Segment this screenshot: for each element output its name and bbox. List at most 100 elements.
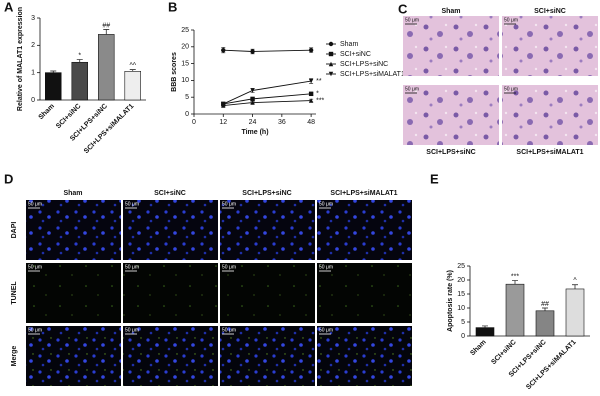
micrograph bbox=[26, 200, 121, 260]
x-tick-label: 12 bbox=[219, 119, 227, 126]
y-tick-label: 20 bbox=[181, 44, 189, 51]
x-tick-label: Sham bbox=[38, 103, 56, 121]
significance: * bbox=[78, 52, 81, 59]
y-tick-label: 0 bbox=[461, 333, 465, 340]
scale-bar-label: 50 μm bbox=[319, 201, 333, 207]
x-tick-label: 24 bbox=[249, 119, 257, 126]
y-tick-label: 25 bbox=[181, 27, 189, 34]
error-bar bbox=[512, 280, 518, 285]
bar bbox=[535, 310, 555, 337]
legend-label: SCI+siNC bbox=[340, 51, 371, 58]
micrograph bbox=[123, 200, 218, 260]
micrograph bbox=[123, 263, 218, 323]
scale-bar-label: 50 μm bbox=[504, 17, 518, 23]
micrograph bbox=[502, 85, 598, 145]
marker bbox=[221, 47, 226, 53]
significance: *** bbox=[511, 273, 519, 280]
x-tick-label: SCI+LPS+siMALAT1 bbox=[83, 103, 136, 156]
bar bbox=[505, 283, 525, 337]
line bbox=[223, 80, 312, 105]
scale-bar-label: 50 μm bbox=[222, 201, 236, 207]
error-bar bbox=[572, 284, 578, 289]
image-label: SCI+LPS+siNC bbox=[426, 149, 475, 156]
significance: ^ bbox=[573, 278, 577, 285]
column-label: SCI+LPS+siNC bbox=[242, 190, 291, 197]
y-axis-label: Apoptosis rate (%) bbox=[447, 270, 454, 332]
y-tick-label: 25 bbox=[457, 263, 465, 270]
error-bar bbox=[482, 325, 488, 328]
legend-marker bbox=[328, 61, 334, 67]
bar bbox=[98, 34, 115, 101]
panel-label: E bbox=[430, 171, 439, 186]
micrograph bbox=[220, 326, 315, 386]
scale-bar-label: 50 μm bbox=[319, 327, 333, 333]
micrograph bbox=[403, 16, 499, 76]
y-tick-label: 15 bbox=[457, 291, 465, 298]
marker bbox=[250, 88, 255, 93]
bar bbox=[565, 288, 585, 337]
micrograph bbox=[220, 263, 315, 323]
micrograph bbox=[403, 85, 499, 145]
row-label: Merge bbox=[11, 346, 18, 367]
y-axis-label: Relative of MALAT1 expression bbox=[17, 7, 24, 111]
image-label: SCI+siNC bbox=[534, 8, 566, 15]
y-tick-label: 10 bbox=[457, 305, 465, 312]
x-tick-label: SCI+siNC bbox=[55, 103, 82, 130]
scale-bar-label: 50 μm bbox=[504, 86, 518, 92]
marker bbox=[308, 98, 314, 103]
column-label: SCI+siNC bbox=[154, 190, 186, 197]
micrograph bbox=[502, 16, 598, 76]
micrograph bbox=[317, 263, 412, 323]
marker bbox=[308, 91, 314, 97]
scale-bar-label: 50 μm bbox=[405, 17, 419, 23]
scale-bar-label: 50 μm bbox=[222, 264, 236, 270]
column-label: SCI+LPS+siMALAT1 bbox=[330, 190, 397, 197]
micrograph bbox=[317, 326, 412, 386]
row-label: DAPI bbox=[11, 222, 18, 239]
scale-bar-label: 50 μm bbox=[405, 86, 419, 92]
legend-marker bbox=[328, 41, 334, 47]
y-tick-label: 10 bbox=[181, 77, 189, 84]
micrograph bbox=[317, 200, 412, 260]
y-axis-label: BBB scores bbox=[171, 52, 178, 92]
column-label: Sham bbox=[63, 190, 82, 197]
x-tick-label: 48 bbox=[307, 119, 315, 126]
scale-bar-label: 50 μm bbox=[28, 264, 42, 270]
scale-bar-label: 50 μm bbox=[28, 201, 42, 207]
x-tick-label: SCI+siNC bbox=[490, 339, 517, 366]
y-tick-label: 2 bbox=[31, 42, 35, 49]
panel-label: C bbox=[398, 1, 408, 16]
legend-marker bbox=[328, 71, 334, 77]
micrograph bbox=[26, 326, 121, 386]
y-tick-label: 5 bbox=[185, 94, 189, 101]
marker bbox=[308, 47, 314, 53]
marker bbox=[250, 49, 255, 54]
marker bbox=[308, 78, 314, 84]
significance: ## bbox=[541, 301, 549, 308]
scale-bar-label: 50 μm bbox=[222, 327, 236, 333]
x-tick-label: 36 bbox=[278, 119, 286, 126]
marker bbox=[250, 96, 255, 102]
error-bar bbox=[542, 307, 548, 311]
x-tick-label: 0 bbox=[192, 119, 196, 126]
row-label: TUNEL bbox=[11, 281, 18, 305]
error-bar bbox=[129, 69, 136, 72]
error-bar bbox=[103, 29, 110, 35]
scale-bar-label: 50 μm bbox=[125, 264, 139, 270]
significance: *** bbox=[316, 97, 324, 104]
bar bbox=[124, 71, 142, 101]
micrograph bbox=[26, 263, 121, 323]
legend-marker bbox=[328, 51, 334, 57]
marker bbox=[250, 100, 255, 105]
y-tick-label: 20 bbox=[457, 277, 465, 284]
error-bar bbox=[50, 70, 57, 73]
error-bar bbox=[76, 59, 83, 63]
y-tick-label: 0 bbox=[185, 111, 189, 118]
bar bbox=[44, 72, 62, 101]
scale-bar-label: 50 μm bbox=[319, 264, 333, 270]
scale-bar-label: 50 μm bbox=[125, 327, 139, 333]
micrograph bbox=[123, 326, 218, 386]
y-tick-label: 0 bbox=[31, 97, 35, 104]
